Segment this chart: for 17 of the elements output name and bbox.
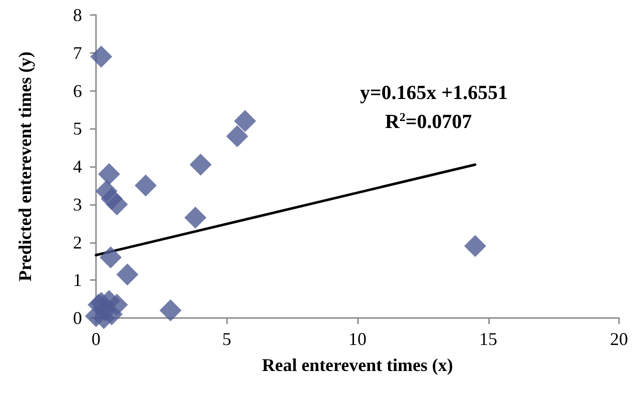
y-tick-label: 1 xyxy=(73,270,82,290)
y-axis-title: Predicted enterevent times (y) xyxy=(15,52,35,282)
x-tick-label: 20 xyxy=(610,329,628,349)
y-tick-label: 2 xyxy=(73,232,82,252)
y-tick-label: 0 xyxy=(73,308,82,328)
y-tick-label: 7 xyxy=(73,42,82,63)
x-tick-label: 0 xyxy=(92,329,100,349)
annotation: y=0.165x +1.6551 xyxy=(360,82,508,104)
x-axis-title: Real enterevent times (x) xyxy=(262,355,454,375)
x-tick-label: 5 xyxy=(222,329,232,349)
y-tick-label: 3 xyxy=(73,194,82,214)
y-tick-label: 6 xyxy=(73,80,82,101)
x-tick-label: 10 xyxy=(348,329,366,349)
x-tick-label: 15 xyxy=(479,329,498,349)
y-tick-label: 8 xyxy=(73,5,82,25)
y-tick-label: 5 xyxy=(73,118,82,139)
y-tick-label: 4 xyxy=(73,156,82,176)
